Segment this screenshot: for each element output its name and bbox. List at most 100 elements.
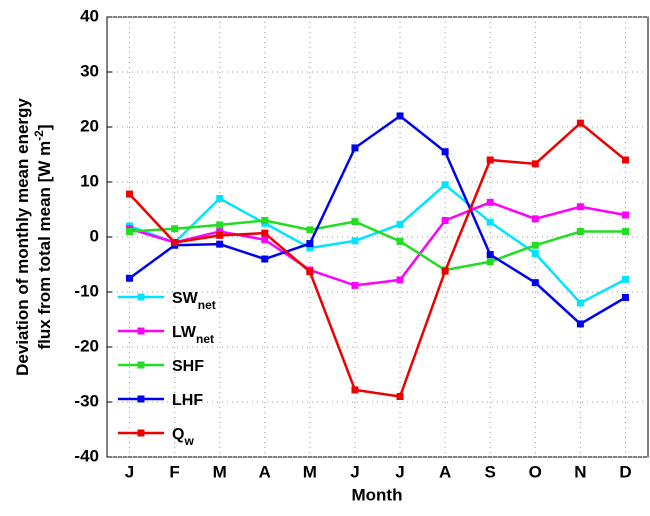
- legend-name: SHF: [172, 358, 204, 375]
- point: [531, 215, 539, 223]
- legend-name: LHF: [172, 392, 203, 409]
- point: [576, 119, 584, 127]
- x-tick-label: J: [125, 462, 134, 481]
- point: [216, 195, 224, 202]
- point: [351, 237, 359, 245]
- point: [261, 229, 269, 237]
- x-tick-label: O: [529, 462, 542, 481]
- point: [261, 255, 269, 263]
- legend-label: LHF: [172, 392, 203, 409]
- legend-marker: [137, 361, 145, 369]
- y-tick-label: 0: [90, 226, 99, 245]
- point: [576, 228, 584, 235]
- point: [531, 160, 539, 168]
- point: [396, 276, 404, 284]
- point: [126, 190, 134, 198]
- point: [171, 239, 179, 246]
- point: [396, 220, 404, 228]
- legend-subscript: net: [196, 332, 214, 346]
- x-tick-label: N: [574, 462, 586, 481]
- y-axis-label-line: Deviation of monthly mean energy: [13, 98, 32, 376]
- y-tick-label: 20: [80, 116, 99, 135]
- series-line: [129, 201, 626, 287]
- legend-label: Qw: [172, 426, 194, 448]
- legend-name: SW: [172, 290, 199, 307]
- point: [126, 274, 134, 282]
- x-tick-label: J: [350, 462, 359, 481]
- point: [171, 225, 179, 233]
- point: [486, 251, 494, 259]
- x-tick-label: J: [395, 462, 404, 481]
- legend-label: LWnet: [172, 324, 214, 346]
- point: [261, 217, 269, 224]
- legend-subscript: net: [198, 298, 216, 312]
- legend-name: LW: [172, 324, 197, 341]
- y-axis-label: Deviation of monthly mean energy flux fro…: [13, 98, 54, 376]
- point: [216, 221, 224, 229]
- point: [621, 228, 629, 235]
- point: [486, 198, 494, 206]
- x-tick-label: M: [213, 462, 227, 481]
- legend-name: Q: [172, 426, 184, 443]
- point: [576, 203, 584, 211]
- y-axis-label-sup: -2: [32, 130, 46, 141]
- point: [351, 386, 359, 394]
- x-tick-label: A: [259, 462, 271, 481]
- x-tick-label: S: [485, 462, 496, 481]
- point: [351, 144, 359, 152]
- point: [576, 299, 584, 307]
- legend-subscript: w: [183, 434, 194, 448]
- y-tick-label: -20: [74, 336, 99, 355]
- point: [216, 231, 224, 239]
- point: [441, 181, 449, 189]
- point: [351, 218, 359, 226]
- x-tick-label: M: [303, 462, 317, 481]
- x-tick-label: F: [169, 462, 179, 481]
- legend-label: SWnet: [172, 290, 216, 312]
- point: [621, 275, 629, 283]
- point: [531, 250, 539, 257]
- y-tick-label: -10: [74, 281, 99, 300]
- point: [396, 393, 404, 400]
- point: [441, 217, 449, 224]
- legend-marker: [137, 395, 145, 403]
- point: [531, 241, 539, 249]
- y-tick-label: -30: [74, 391, 99, 410]
- legend-label: SHF: [172, 358, 204, 375]
- x-tick-label: A: [439, 462, 451, 481]
- point: [306, 244, 314, 252]
- y-tick-label: -40: [74, 446, 99, 465]
- point: [621, 156, 629, 164]
- point: [306, 268, 314, 276]
- point: [126, 228, 134, 235]
- series-line: [128, 114, 627, 326]
- point: [396, 237, 404, 245]
- point: [576, 320, 584, 328]
- x-axis-label: Month: [352, 485, 403, 504]
- point: [351, 281, 359, 289]
- legend-marker: [137, 429, 145, 437]
- point: [621, 294, 629, 301]
- point: [486, 156, 494, 164]
- point: [216, 240, 224, 248]
- x-tick-label: D: [619, 462, 631, 481]
- point: [306, 240, 314, 248]
- point: [486, 218, 494, 226]
- point: [441, 267, 449, 275]
- point: [621, 211, 629, 219]
- point: [441, 148, 449, 156]
- y-tick-label: 30: [80, 61, 99, 80]
- y-axis-label-line: flux from total mean [W m: [35, 141, 54, 350]
- y-axis-label-end: ]: [35, 124, 54, 130]
- series-line: [129, 219, 626, 272]
- legend-marker: [137, 293, 145, 301]
- point: [306, 226, 314, 234]
- point: [216, 228, 224, 235]
- point: [261, 236, 269, 244]
- point: [531, 279, 539, 287]
- point: [396, 112, 404, 120]
- legend-marker: [137, 327, 145, 335]
- point: [486, 258, 494, 266]
- y-tick-label: 10: [80, 171, 99, 190]
